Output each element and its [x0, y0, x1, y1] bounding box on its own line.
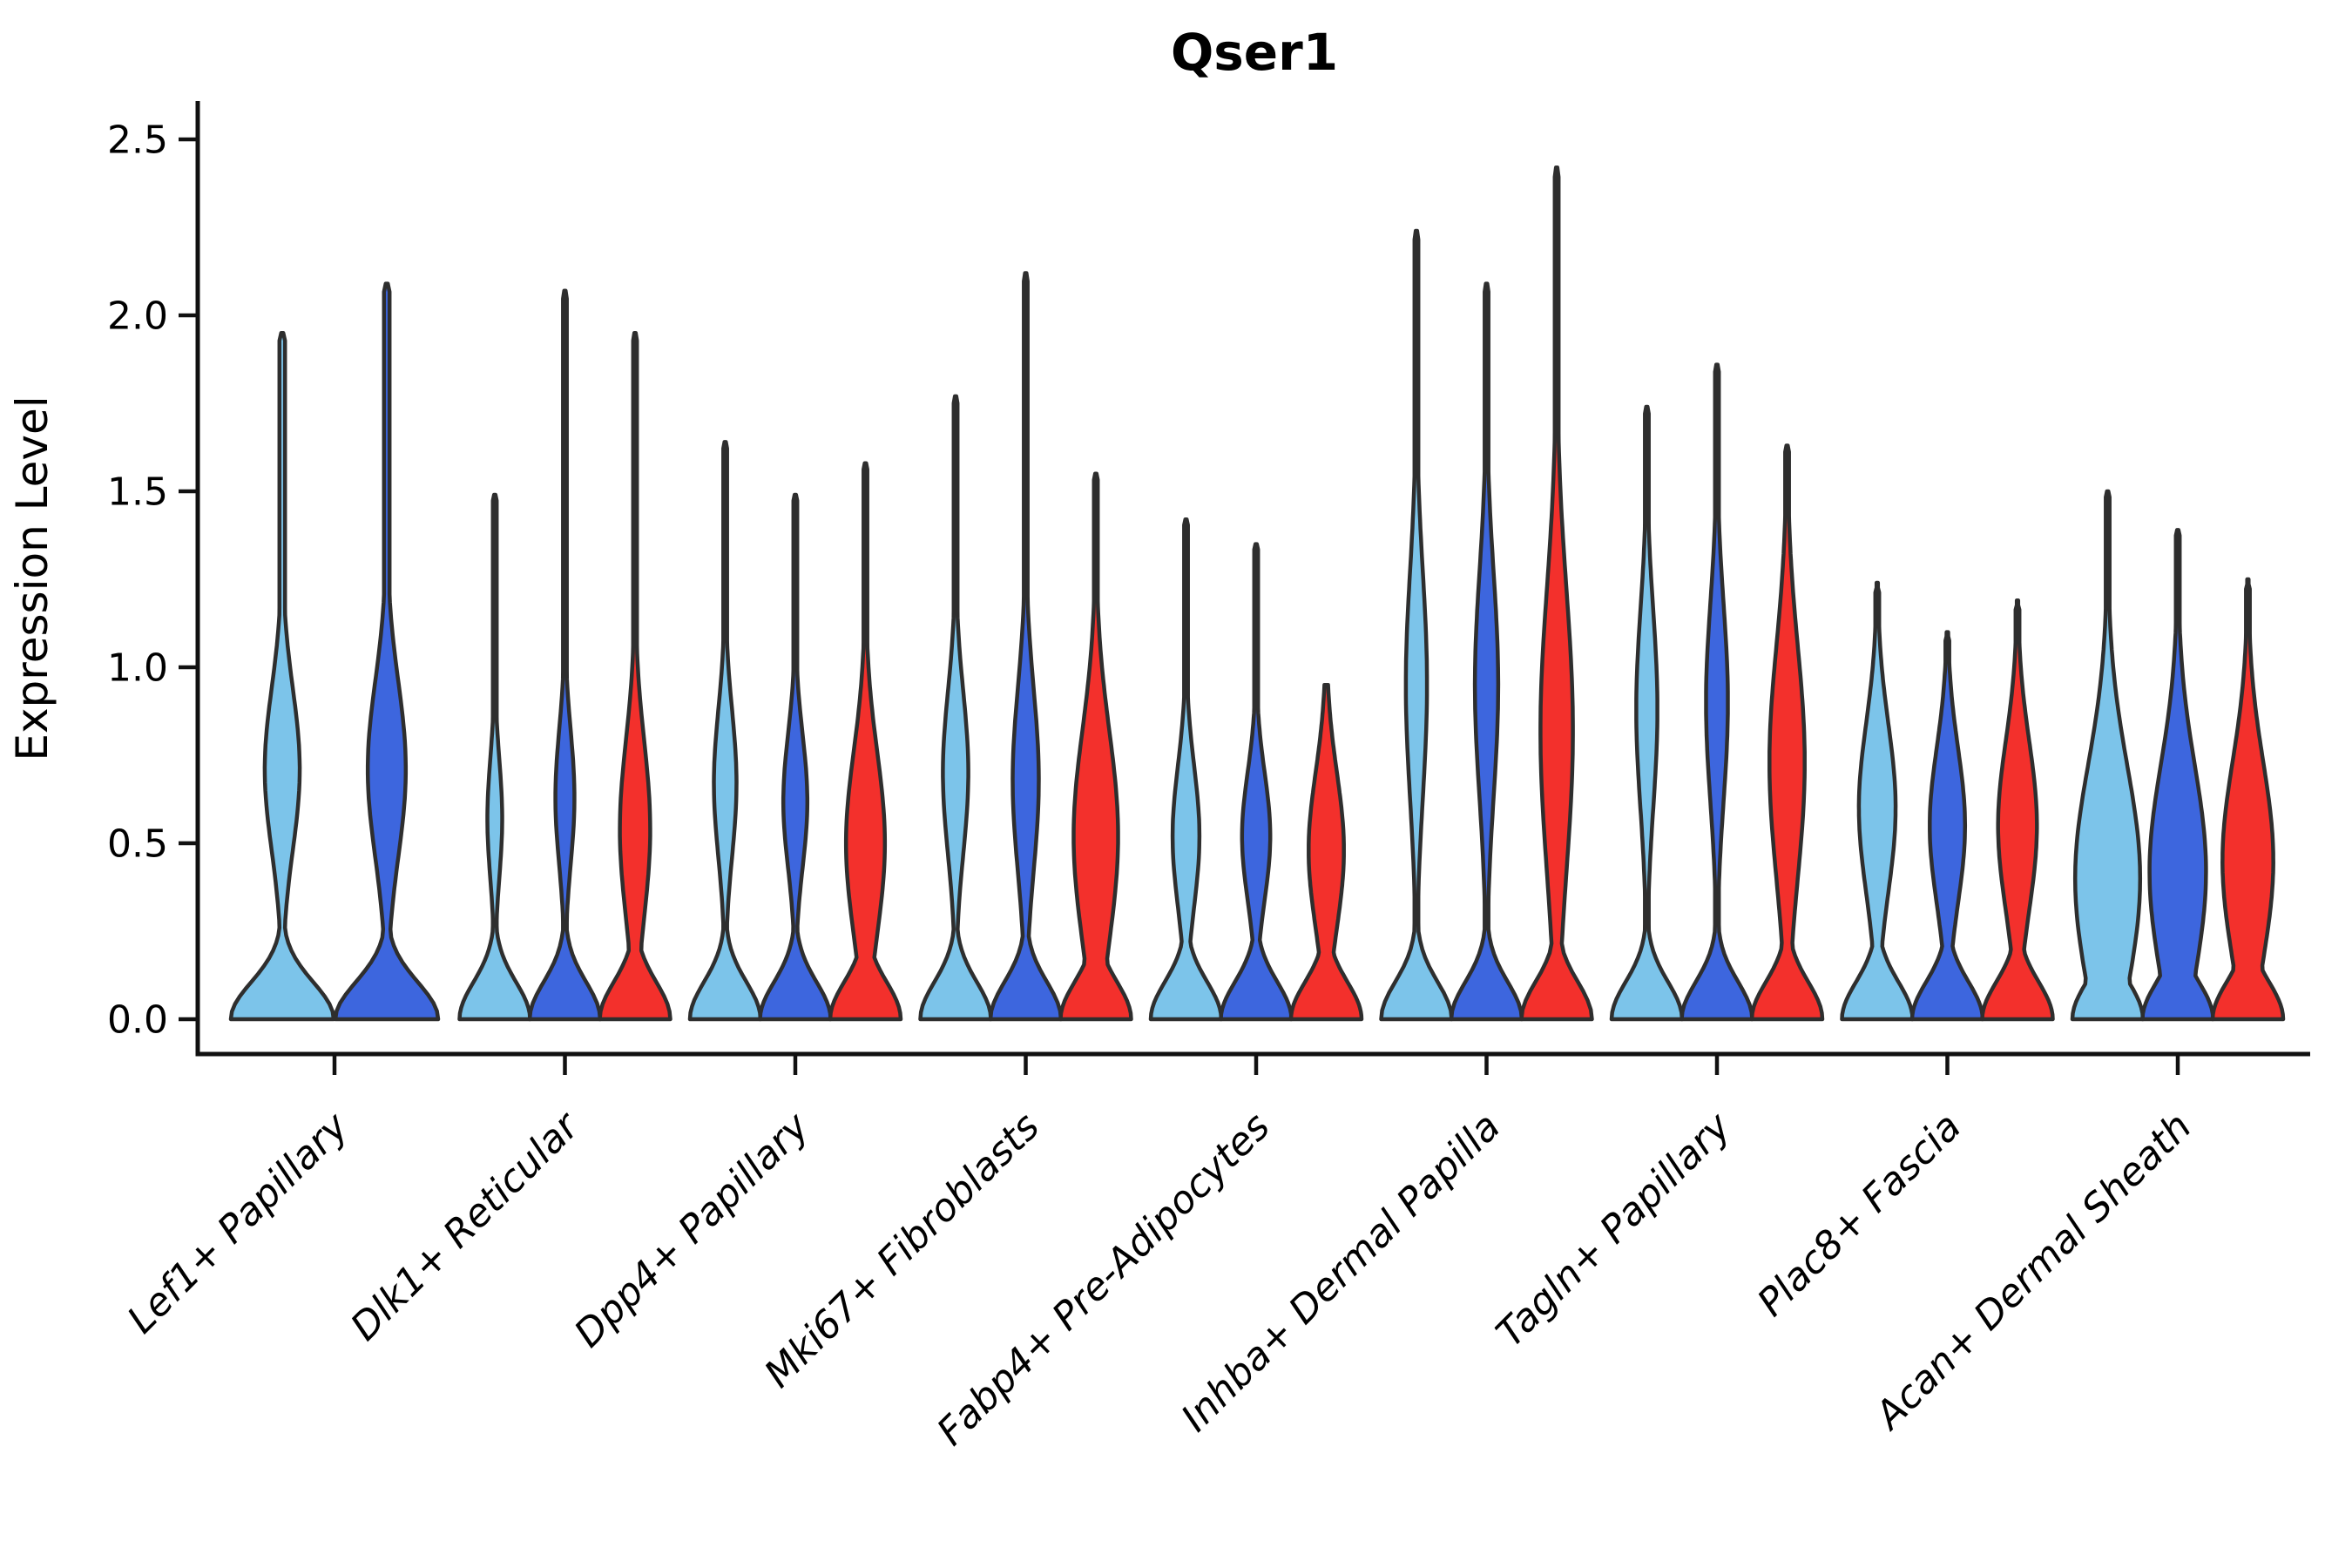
x-tick-label-category-2: Dlk1+ Reticular	[342, 1103, 589, 1349]
y-tick-label: 0.0	[107, 997, 168, 1042]
violins-layer	[228, 166, 2286, 1022]
y-tick-label: 2.5	[107, 118, 168, 162]
violin-dark-blue-category-8	[1909, 630, 1985, 1022]
violin-light-blue-category-4	[918, 394, 993, 1022]
y-tick-label: 1.0	[107, 645, 168, 690]
violin-light-blue-category-9	[2070, 489, 2146, 1022]
violin-red-category-4	[1058, 471, 1133, 1022]
violin-dark-blue-category-3	[758, 492, 833, 1022]
violin-light-blue-category-2	[457, 492, 532, 1022]
x-tick-label-category-1: Lef1+ Papillary	[119, 1104, 358, 1342]
violin-light-blue-category-8	[1840, 580, 1915, 1022]
violin-light-blue-category-5	[1148, 517, 1224, 1022]
violin-dark-blue-category-4	[988, 271, 1064, 1022]
violin-light-blue-category-1	[228, 330, 336, 1022]
violin-dark-blue-category-7	[1680, 362, 1754, 1022]
violin-red-category-7	[1749, 443, 1825, 1022]
violin-red-category-5	[1288, 682, 1364, 1022]
violin-dark-blue-category-9	[2140, 528, 2215, 1022]
chart-title: Qser1	[1171, 23, 1338, 82]
y-tick-label: 1.5	[107, 470, 168, 514]
violin-red-category-9	[2210, 577, 2286, 1022]
violin-dark-blue-category-6	[1449, 281, 1524, 1022]
x-tick-label-category-8: Plac8+ Fascia	[1749, 1105, 1970, 1325]
x-tick-label-category-7: Tagln+ Papillary	[1488, 1104, 1740, 1355]
y-axis-label: Expression Level	[7, 395, 57, 760]
violin-light-blue-category-6	[1379, 228, 1454, 1022]
y-tick-label: 0.5	[107, 821, 168, 866]
violin-red-category-3	[828, 461, 903, 1022]
violin-red-category-8	[1980, 598, 2055, 1022]
y-tick-label: 2.0	[107, 294, 168, 338]
violin-light-blue-category-3	[687, 440, 763, 1022]
violin-light-blue-category-7	[1609, 404, 1685, 1022]
violin-dark-blue-category-2	[527, 288, 603, 1022]
x-tick-label-category-3: Dpp4+ Papillary	[566, 1104, 819, 1356]
violin-dark-blue-category-1	[333, 281, 441, 1022]
violin-dark-blue-category-5	[1219, 542, 1294, 1022]
violin-red-category-2	[598, 330, 672, 1022]
violin-red-category-6	[1519, 166, 1594, 1022]
